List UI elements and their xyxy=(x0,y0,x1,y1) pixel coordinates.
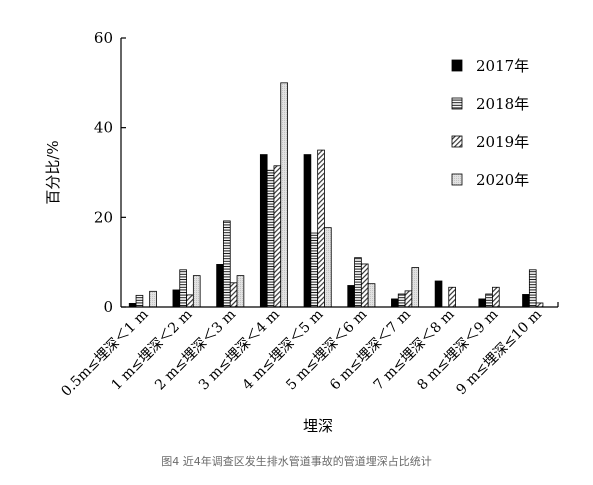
figure-caption: 图4 近4年调查区发生排水管道事故的管道埋深占比统计 xyxy=(161,455,432,468)
bar xyxy=(135,294,144,308)
bar xyxy=(367,283,376,308)
x-tick-label: 6 m≤埋深＜7 m xyxy=(327,307,414,394)
x-tick-label: 2 m≤埋深＜3 m xyxy=(152,307,239,394)
y-tick-label: 20 xyxy=(94,208,113,226)
legend-swatch xyxy=(451,173,463,186)
x-tick-label: 9 m≤埋深≤10 m xyxy=(453,307,545,399)
bar xyxy=(485,293,493,308)
legend-label: 2020年 xyxy=(476,171,529,189)
bar xyxy=(179,269,187,308)
bar xyxy=(354,257,362,308)
x-tick-label: 8 m≤埋深＜9 m xyxy=(414,307,501,394)
bar xyxy=(360,263,369,308)
bar xyxy=(404,290,413,308)
bar xyxy=(192,275,201,308)
bar xyxy=(229,282,238,308)
bar xyxy=(236,275,245,308)
bar xyxy=(303,154,312,308)
bar xyxy=(478,298,487,308)
legend-swatch xyxy=(451,97,463,110)
x-tick-label: 1 m≤埋深＜2 m xyxy=(108,307,195,394)
bar xyxy=(172,289,181,308)
bar xyxy=(391,298,399,308)
x-tick-label: 7 m≤埋深＜8 m xyxy=(371,307,458,394)
bar xyxy=(434,280,443,308)
legend-swatch xyxy=(451,135,463,148)
legend: 2017年 2018年 2019年 2020年 xyxy=(451,57,529,189)
legend-label: 2017年 xyxy=(476,57,529,75)
legend-label: 2018年 xyxy=(476,95,529,113)
bar xyxy=(280,82,288,308)
bar xyxy=(535,302,544,308)
bars-layer xyxy=(128,82,544,308)
bar xyxy=(324,227,332,308)
y-tick-label: 60 xyxy=(94,29,113,47)
y-axis-title: 百分比/% xyxy=(44,140,62,204)
bar xyxy=(223,220,231,308)
bar xyxy=(186,294,194,308)
axes-layer xyxy=(120,37,559,308)
bar xyxy=(216,264,224,308)
bar xyxy=(522,294,530,308)
x-tick-label: 4 m≤埋深＜5 m xyxy=(239,307,326,394)
bar xyxy=(492,286,500,308)
bar xyxy=(528,269,537,308)
bar xyxy=(347,285,355,308)
bar xyxy=(448,286,456,308)
y-tick-label: 0 xyxy=(103,298,113,316)
bar xyxy=(310,232,319,308)
bar xyxy=(317,149,325,308)
y-tick-label: 40 xyxy=(94,119,113,137)
bar xyxy=(259,154,268,308)
x-tick-label: 3 m≤埋深＜4 m xyxy=(196,307,283,394)
bar xyxy=(149,290,157,308)
bar xyxy=(273,165,282,308)
x-tick-label: 5 m≤埋深＜6 m xyxy=(283,307,370,394)
bar xyxy=(411,267,420,308)
x-axis-title: 埋深 xyxy=(303,417,333,435)
legend-label: 2019年 xyxy=(476,133,529,151)
bar xyxy=(397,293,406,308)
legend-swatch xyxy=(451,59,463,72)
bar xyxy=(266,169,275,308)
